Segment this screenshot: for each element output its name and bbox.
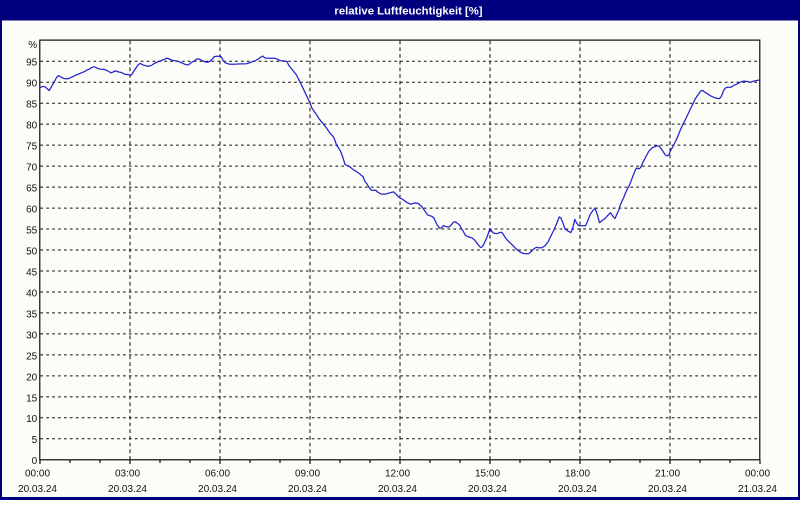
svg-text:20.03.24: 20.03.24 [558, 484, 597, 495]
svg-text:30: 30 [26, 330, 38, 341]
svg-text:20.03.24: 20.03.24 [378, 484, 417, 495]
svg-text:20.03.24: 20.03.24 [288, 484, 327, 495]
svg-text:15:00: 15:00 [475, 469, 500, 480]
svg-text:70: 70 [26, 163, 38, 174]
svg-text:18:00: 18:00 [565, 469, 590, 480]
svg-text:%: % [28, 40, 37, 51]
svg-text:50: 50 [26, 246, 38, 257]
svg-text:20.03.24: 20.03.24 [198, 484, 237, 495]
svg-text:35: 35 [26, 309, 38, 320]
svg-text:09:00: 09:00 [295, 469, 320, 480]
svg-text:00:00: 00:00 [745, 469, 770, 480]
svg-text:relative Luftfeuchtigkeit [%]: relative Luftfeuchtigkeit [%] [334, 5, 482, 17]
svg-text:55: 55 [26, 225, 38, 236]
svg-text:20.03.24: 20.03.24 [468, 484, 507, 495]
svg-text:95: 95 [26, 58, 38, 69]
svg-text:80: 80 [26, 121, 38, 132]
svg-text:60: 60 [26, 205, 38, 216]
svg-text:20.03.24: 20.03.24 [108, 484, 147, 495]
svg-text:15: 15 [26, 393, 38, 404]
svg-text:06:00: 06:00 [205, 469, 230, 480]
svg-text:12:00: 12:00 [385, 469, 410, 480]
svg-text:85: 85 [26, 100, 38, 111]
svg-text:90: 90 [26, 79, 38, 90]
svg-text:20: 20 [26, 372, 38, 383]
svg-text:75: 75 [26, 142, 38, 153]
svg-text:45: 45 [26, 267, 38, 278]
svg-text:5: 5 [32, 435, 38, 446]
svg-text:21:00: 21:00 [655, 469, 680, 480]
svg-text:25: 25 [26, 351, 38, 362]
svg-text:00:00: 00:00 [25, 469, 50, 480]
svg-text:20.03.24: 20.03.24 [18, 484, 57, 495]
svg-text:21.03.24: 21.03.24 [738, 484, 777, 495]
svg-text:20.03.24: 20.03.24 [648, 484, 687, 495]
svg-text:65: 65 [26, 184, 38, 195]
svg-text:10: 10 [26, 414, 38, 425]
svg-text:03:00: 03:00 [115, 469, 140, 480]
svg-text:40: 40 [26, 288, 38, 299]
svg-text:0: 0 [32, 456, 38, 467]
